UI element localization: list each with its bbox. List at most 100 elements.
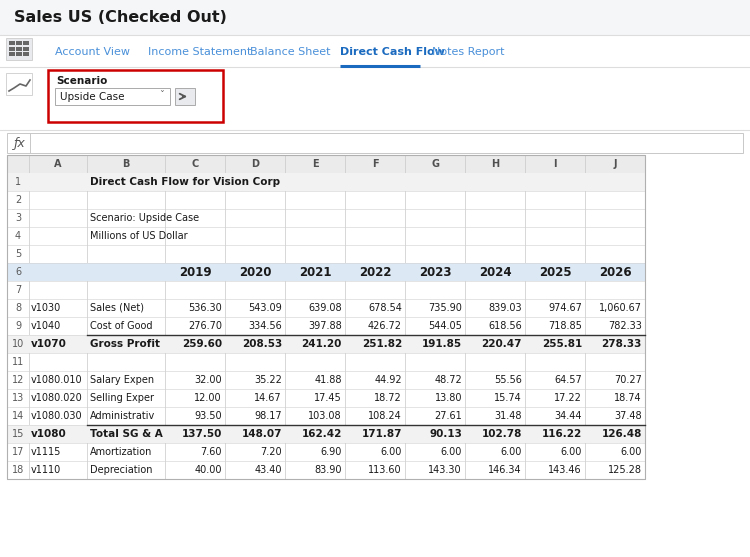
- Text: 64.57: 64.57: [554, 375, 582, 385]
- Text: 13.80: 13.80: [434, 393, 462, 403]
- Text: 126.48: 126.48: [602, 429, 642, 439]
- Text: 171.87: 171.87: [362, 429, 402, 439]
- Text: Account View: Account View: [55, 47, 130, 57]
- Text: v1040: v1040: [31, 321, 62, 331]
- Bar: [7, 263, 645, 281]
- Text: Scenario: Scenario: [56, 76, 107, 86]
- Text: ƒx: ƒx: [14, 136, 26, 149]
- Text: 6.00: 6.00: [441, 447, 462, 457]
- Text: 2020: 2020: [238, 266, 272, 278]
- Text: 27.61: 27.61: [434, 411, 462, 421]
- Text: 93.50: 93.50: [194, 411, 222, 421]
- Text: 143.46: 143.46: [548, 465, 582, 475]
- Bar: [0, 0, 750, 35]
- Text: 1,060.67: 1,060.67: [599, 303, 642, 313]
- Text: 98.17: 98.17: [254, 411, 282, 421]
- Text: A: A: [54, 159, 62, 169]
- Text: 103.08: 103.08: [308, 411, 342, 421]
- Bar: [0, 35, 750, 67]
- Text: Scenario: Upside Case: Scenario: Upside Case: [90, 213, 200, 223]
- Bar: [55, 88, 170, 105]
- Text: 48.72: 48.72: [434, 375, 462, 385]
- Text: F: F: [372, 159, 378, 169]
- Text: 116.22: 116.22: [542, 429, 582, 439]
- Text: 10: 10: [12, 339, 24, 349]
- Text: 41.88: 41.88: [314, 375, 342, 385]
- Text: G: G: [431, 159, 439, 169]
- Text: 125.28: 125.28: [608, 465, 642, 475]
- Text: 618.56: 618.56: [488, 321, 522, 331]
- Text: 208.53: 208.53: [242, 339, 282, 349]
- Bar: [7, 155, 645, 479]
- Text: I: I: [554, 159, 556, 169]
- Text: 14.67: 14.67: [254, 393, 282, 403]
- Text: 55.56: 55.56: [494, 375, 522, 385]
- Text: v1070: v1070: [31, 339, 67, 349]
- Text: 113.60: 113.60: [368, 465, 402, 475]
- Text: v1030: v1030: [31, 303, 62, 313]
- Text: Millions of US Dollar: Millions of US Dollar: [90, 231, 188, 241]
- Bar: [7, 335, 645, 353]
- Text: 17.22: 17.22: [554, 393, 582, 403]
- Text: Depreciation: Depreciation: [90, 465, 152, 475]
- Text: 397.88: 397.88: [308, 321, 342, 331]
- Text: 146.34: 146.34: [488, 465, 522, 475]
- Bar: [9, 46, 14, 51]
- Text: 6.00: 6.00: [560, 447, 582, 457]
- Text: v1115: v1115: [31, 447, 62, 457]
- Text: Direct Cash Flow for Vision Corp: Direct Cash Flow for Vision Corp: [90, 177, 280, 187]
- Text: 12: 12: [12, 375, 24, 385]
- Bar: [9, 41, 14, 45]
- Text: Direct Cash Flow: Direct Cash Flow: [340, 47, 445, 57]
- Text: E: E: [312, 159, 318, 169]
- Bar: [6, 73, 32, 95]
- Bar: [16, 41, 22, 45]
- Bar: [16, 46, 22, 51]
- Text: 7.60: 7.60: [200, 447, 222, 457]
- Text: 2026: 2026: [598, 266, 632, 278]
- Text: 251.82: 251.82: [362, 339, 402, 349]
- Text: 544.05: 544.05: [428, 321, 462, 331]
- Text: 143.30: 143.30: [428, 465, 462, 475]
- Text: 70.27: 70.27: [614, 375, 642, 385]
- Text: 137.50: 137.50: [182, 429, 222, 439]
- Text: 43.40: 43.40: [254, 465, 282, 475]
- Text: 6.00: 6.00: [621, 447, 642, 457]
- Text: 678.54: 678.54: [368, 303, 402, 313]
- Text: 241.20: 241.20: [302, 339, 342, 349]
- Text: 639.08: 639.08: [308, 303, 342, 313]
- Bar: [48, 70, 223, 122]
- Text: 3: 3: [15, 213, 21, 223]
- Text: Upside Case: Upside Case: [60, 91, 124, 101]
- Text: 17: 17: [12, 447, 24, 457]
- Text: 102.78: 102.78: [482, 429, 522, 439]
- Text: Sales (Net): Sales (Net): [90, 303, 144, 313]
- Text: 839.03: 839.03: [488, 303, 522, 313]
- Bar: [9, 52, 14, 56]
- Text: 14: 14: [12, 411, 24, 421]
- Text: Administrativ: Administrativ: [90, 411, 155, 421]
- Text: 11: 11: [12, 357, 24, 367]
- Text: 974.67: 974.67: [548, 303, 582, 313]
- Text: 2025: 2025: [538, 266, 572, 278]
- Bar: [23, 52, 28, 56]
- Text: 536.30: 536.30: [188, 303, 222, 313]
- Text: 6.00: 6.00: [501, 447, 522, 457]
- Text: Cost of Good: Cost of Good: [90, 321, 152, 331]
- Text: 4: 4: [15, 231, 21, 241]
- Text: 7.20: 7.20: [260, 447, 282, 457]
- Text: 276.70: 276.70: [188, 321, 222, 331]
- Text: 782.33: 782.33: [608, 321, 642, 331]
- Text: 17.45: 17.45: [314, 393, 342, 403]
- Text: 6: 6: [15, 267, 21, 277]
- Text: Amortization: Amortization: [90, 447, 152, 457]
- Text: 191.85: 191.85: [422, 339, 462, 349]
- Text: 108.24: 108.24: [368, 411, 402, 421]
- Text: 32.00: 32.00: [194, 375, 222, 385]
- Text: 2021: 2021: [298, 266, 332, 278]
- Text: 40.00: 40.00: [194, 465, 222, 475]
- Text: v1110: v1110: [31, 465, 62, 475]
- Bar: [23, 41, 28, 45]
- Text: 15: 15: [12, 429, 24, 439]
- Text: 278.33: 278.33: [602, 339, 642, 349]
